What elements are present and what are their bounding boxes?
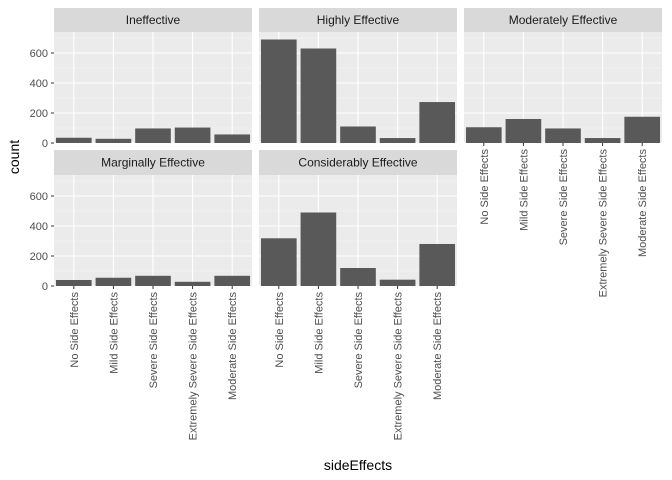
facet-strip bbox=[259, 8, 457, 32]
x-tick-label-severe-side-effects: Severe Side Effects bbox=[558, 149, 570, 246]
x-axis-title: sideEffects bbox=[324, 457, 392, 473]
x-tick-label-extremely-severe-side-effects: Extremely Severe Side Effects bbox=[598, 149, 610, 298]
y-tick-label: 600 bbox=[30, 48, 48, 60]
x-tick-label-mild-side-effects: Mild Side Effects bbox=[313, 292, 325, 374]
bar-marginally-effective-severe-side-effects bbox=[135, 275, 171, 286]
bar-moderately-effective-extremely-severe-side-effects bbox=[584, 138, 621, 143]
y-tick-label: 600 bbox=[30, 191, 48, 203]
y-tick-label: 0 bbox=[42, 138, 48, 150]
x-tick-label-extremely-severe-side-effects: Extremely Severe Side Effects bbox=[393, 292, 405, 441]
bar-moderately-effective-severe-side-effects bbox=[545, 128, 581, 143]
y-tick-label: 0 bbox=[42, 281, 48, 293]
bar-marginally-effective-extremely-severe-side-effects bbox=[174, 281, 211, 286]
facet-strip-label: Ineffective bbox=[126, 13, 181, 27]
bar-considerably-effective-extremely-severe-side-effects bbox=[379, 279, 416, 286]
facet-strip bbox=[464, 8, 662, 32]
y-tick-label: 400 bbox=[30, 221, 48, 233]
bar-ineffective-mild-side-effects bbox=[95, 138, 132, 143]
bar-considerably-effective-severe-side-effects bbox=[340, 268, 376, 286]
facet-panel-marginally-effective: Marginally Effective bbox=[54, 150, 252, 287]
axes-layer: 0 200 400 600 No Side Effects Mild Side Effec… bbox=[30, 48, 650, 440]
bar-moderately-effective-moderate-side-effects bbox=[624, 116, 661, 143]
y-tick-label: 200 bbox=[30, 108, 48, 120]
facet-panel-highly-effective: Highly Effective bbox=[259, 8, 457, 144]
x-tick-label-moderate-side-effects: Moderate Side Effects bbox=[432, 292, 444, 401]
y-axis-title: count bbox=[6, 140, 22, 174]
bar-ineffective-extremely-severe-side-effects bbox=[174, 127, 211, 143]
bar-highly-effective-severe-side-effects bbox=[340, 126, 376, 143]
facet-strip bbox=[54, 8, 252, 32]
facet-panel-considerably-effective: Considerably Effective bbox=[259, 150, 457, 287]
bar-highly-effective-moderate-side-effects bbox=[419, 102, 456, 143]
x-tick-label-extremely-severe-side-effects: Extremely Severe Side Effects bbox=[188, 292, 200, 441]
facet-panel-moderately-effective: Moderately Effective bbox=[464, 8, 662, 144]
bar-marginally-effective-no-side-effects bbox=[55, 280, 92, 286]
x-tick-label-severe-side-effects: Severe Side Effects bbox=[148, 292, 160, 389]
bar-considerably-effective-mild-side-effects bbox=[300, 212, 337, 286]
bar-moderately-effective-no-side-effects bbox=[465, 127, 502, 143]
facet-strip-label: Considerably Effective bbox=[298, 156, 418, 170]
bar-ineffective-no-side-effects bbox=[55, 137, 92, 143]
panels-layer: Ineffective Highly Effective Moderately Ef… bbox=[54, 8, 662, 287]
facet-strip-label: Moderately Effective bbox=[509, 13, 618, 27]
facet-panel-ineffective: Ineffective bbox=[54, 8, 252, 144]
bar-considerably-effective-moderate-side-effects bbox=[419, 244, 456, 286]
bar-marginally-effective-moderate-side-effects bbox=[214, 275, 251, 286]
bar-highly-effective-mild-side-effects bbox=[300, 48, 337, 143]
facet-strip bbox=[54, 150, 252, 175]
x-tick-label-moderate-side-effects: Moderate Side Effects bbox=[637, 149, 649, 258]
facet-strip-label: Marginally Effective bbox=[101, 156, 205, 170]
x-tick-label-mild-side-effects: Mild Side Effects bbox=[108, 292, 120, 374]
x-tick-label-severe-side-effects: Severe Side Effects bbox=[353, 292, 365, 389]
bar-considerably-effective-no-side-effects bbox=[260, 238, 297, 286]
bar-ineffective-moderate-side-effects bbox=[214, 134, 251, 143]
facet-strip bbox=[259, 150, 457, 175]
x-tick-label-moderate-side-effects: Moderate Side Effects bbox=[227, 292, 239, 401]
facet-strip-label: Highly Effective bbox=[317, 13, 400, 27]
y-tick-label: 400 bbox=[30, 78, 48, 90]
bar-highly-effective-no-side-effects bbox=[260, 39, 297, 143]
y-tick-label: 200 bbox=[30, 251, 48, 263]
x-tick-label-mild-side-effects: Mild Side Effects bbox=[518, 149, 530, 231]
bar-marginally-effective-mild-side-effects bbox=[95, 277, 132, 286]
bar-ineffective-severe-side-effects bbox=[135, 128, 171, 143]
bar-moderately-effective-mild-side-effects bbox=[505, 119, 542, 143]
x-tick-label-no-side-effects: No Side Effects bbox=[479, 149, 491, 225]
x-tick-label-no-side-effects: No Side Effects bbox=[274, 292, 286, 368]
x-tick-label-no-side-effects: No Side Effects bbox=[69, 292, 81, 368]
bar-highly-effective-extremely-severe-side-effects bbox=[379, 138, 416, 143]
